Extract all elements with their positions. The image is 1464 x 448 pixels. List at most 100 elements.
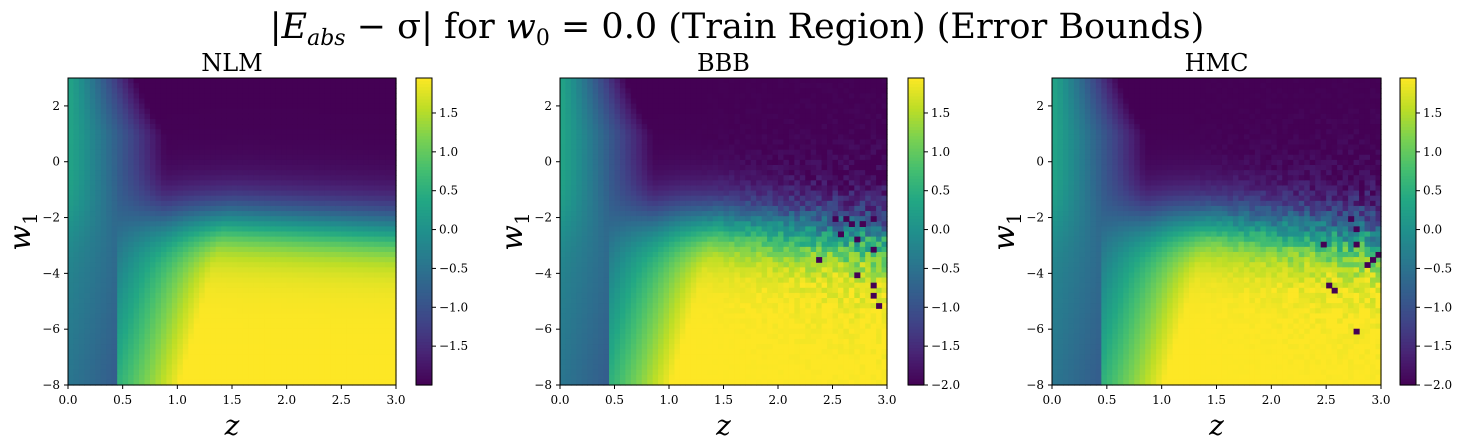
heatmap-cell: [625, 129, 632, 135]
heatmap-cell: [614, 354, 621, 361]
heatmap-cell: [390, 328, 397, 335]
heatmap-cell: [210, 349, 217, 355]
heatmap-cell: [84, 236, 91, 243]
heatmap-cell: [193, 83, 200, 89]
heatmap-cell: [663, 236, 670, 243]
y-tick-label: 0: [52, 155, 60, 169]
heatmap-cell: [658, 185, 665, 192]
heatmap-cell: [275, 103, 282, 110]
heatmap-cell: [226, 113, 233, 120]
heatmap-cell: [592, 159, 599, 166]
heatmap-cell: [669, 149, 676, 156]
heatmap-cell: [122, 333, 129, 340]
heatmap-cell: [166, 267, 173, 274]
heatmap-cell: [614, 129, 621, 135]
heatmap-cell: [603, 78, 610, 84]
heatmap-cell: [155, 118, 162, 125]
heatmap-cell: [570, 88, 577, 94]
heatmap-cell: [89, 200, 96, 207]
title-part-suffix: = 0.0 (Train Region) (Error Bounds): [550, 7, 1204, 47]
heatmap-cell: [652, 221, 659, 227]
heatmap-cell: [341, 328, 348, 335]
heatmap-cell: [374, 134, 381, 140]
heatmap-cell: [128, 323, 135, 330]
heatmap-cell: [171, 103, 178, 110]
heatmap-cell: [636, 277, 643, 284]
heatmap-cell: [84, 298, 91, 304]
heatmap-cell: [248, 78, 255, 84]
heatmap-cell: [641, 129, 648, 135]
heatmap-cell: [215, 83, 222, 89]
heatmap-cell: [330, 308, 337, 314]
heatmap-cell: [330, 154, 337, 161]
heatmap-cell: [182, 211, 189, 217]
heatmap-cell: [89, 236, 96, 243]
heatmap-cell: [248, 292, 255, 299]
heatmap-cell: [237, 159, 244, 166]
heatmap-cell: [171, 170, 178, 176]
heatmap-cell: [199, 216, 206, 222]
heatmap-cell: [598, 211, 605, 217]
heatmap-cell: [630, 159, 637, 166]
heatmap-cell: [379, 226, 386, 233]
heatmap-cell: [182, 175, 189, 181]
heatmap-cell: [379, 303, 386, 309]
heatmap-cell: [215, 170, 222, 176]
heatmap-cell: [237, 134, 244, 140]
heatmap-cell: [598, 175, 605, 181]
colorbar-step: [416, 185, 432, 190]
heatmap-cell: [335, 200, 342, 207]
heatmap-cell: [385, 231, 392, 238]
heatmap-cell: [215, 98, 222, 105]
heatmap-cell: [226, 216, 233, 222]
heatmap-cell: [237, 190, 244, 197]
heatmap-cell: [374, 272, 381, 279]
heatmap-cell: [95, 241, 102, 248]
heatmap-cell: [319, 236, 326, 243]
heatmap-cell: [182, 124, 189, 130]
heatmap-cell: [188, 200, 195, 207]
heatmap-cell: [570, 154, 577, 161]
heatmap-cell: [352, 98, 359, 105]
heatmap-cell: [204, 257, 211, 263]
heatmap-cell: [286, 272, 293, 279]
heatmap-cell: [204, 369, 211, 376]
heatmap-cell: [68, 282, 75, 289]
heatmap-cell: [193, 195, 200, 202]
heatmap-cell: [204, 349, 211, 355]
heatmap-cell: [237, 267, 244, 274]
heatmap-cell: [248, 369, 255, 376]
heatmap-cell: [122, 282, 129, 289]
heatmap-cell: [89, 93, 96, 100]
heatmap-cell: [166, 344, 173, 350]
heatmap-cell: [144, 211, 151, 217]
heatmap-cell: [150, 216, 157, 222]
heatmap-cell: [341, 338, 348, 345]
heatmap-cell: [663, 129, 670, 135]
heatmap-cell: [248, 344, 255, 350]
heatmap-cell: [199, 129, 206, 135]
heatmap-cell: [669, 129, 676, 135]
heatmap-cell: [68, 364, 75, 371]
heatmap-cell: [314, 292, 321, 299]
heatmap-cell: [253, 103, 260, 110]
heatmap-cell: [592, 359, 599, 366]
heatmap-cell: [636, 113, 643, 120]
heatmap-cell: [204, 164, 211, 171]
heatmap-cell: [270, 129, 277, 135]
heatmap-cell: [390, 164, 397, 171]
heatmap-cell: [221, 195, 228, 202]
heatmap-cell: [248, 349, 255, 355]
heatmap-cell: [264, 251, 271, 258]
heatmap-cell: [232, 88, 239, 94]
heatmap-cell: [560, 221, 567, 227]
heatmap-cell: [335, 98, 342, 105]
heatmap-cell: [73, 374, 80, 381]
heatmap-cell: [592, 129, 599, 135]
heatmap-cell: [303, 88, 310, 94]
heatmap-cell: [663, 287, 670, 294]
heatmap-cell: [68, 164, 75, 171]
heatmap-cell: [390, 364, 397, 371]
heatmap-cell: [171, 134, 178, 140]
heatmap-cell: [619, 113, 626, 120]
